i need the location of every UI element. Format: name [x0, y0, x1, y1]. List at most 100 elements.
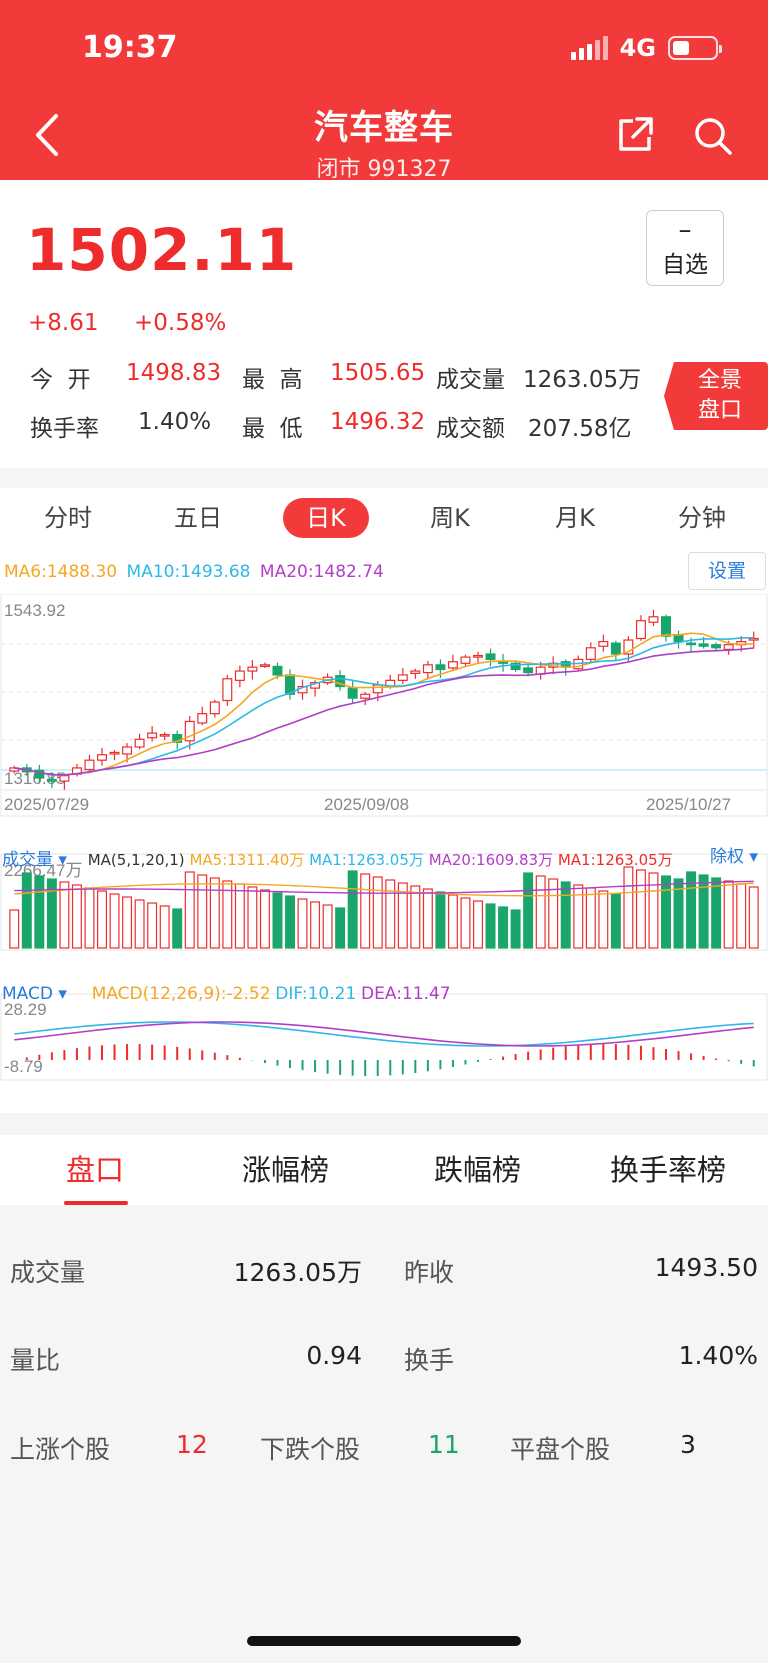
volume-bars [9, 866, 759, 949]
macd-indicator-select[interactable]: MACD ▾ [2, 984, 67, 1004]
volume-bar [259, 889, 270, 949]
date-start: 2025/07/29 [4, 795, 89, 814]
volume-bar [422, 888, 433, 949]
bottom-tabs: 盘口 涨幅榜 跌幅榜 换手率榜 [0, 1135, 768, 1205]
candle-body [46, 778, 57, 782]
page-title: 汽车整车 [314, 108, 454, 148]
kline-chart[interactable]: 1543.92 1316.85 2025/07/29 2025/09/08 20… [0, 594, 768, 1114]
stat-turnover-label: 换手 [404, 1346, 455, 1375]
macd-value: MACD(12,26,9):-2.52 [91, 984, 271, 1004]
candle-body [347, 687, 358, 699]
share-icon[interactable] [615, 115, 655, 155]
dif-line [14, 1021, 754, 1047]
candle-body [510, 662, 521, 671]
candle-body [259, 664, 270, 667]
candle-body [686, 642, 697, 646]
search-icon[interactable] [692, 115, 734, 157]
volume-bar [197, 874, 208, 949]
candle-body [422, 664, 433, 674]
tab-fenshi[interactable]: 分时 [44, 504, 92, 532]
ma6-label: MA6:1488.30 [4, 562, 118, 582]
open-label: 今 开 [30, 367, 91, 393]
candle-body [723, 644, 734, 650]
volume-bar [147, 902, 158, 949]
candle-body [172, 734, 183, 743]
open-value: 1498.83 [126, 360, 222, 386]
stat-vol-ratio-value: 0.94 [306, 1341, 362, 1370]
tab-zhangfu[interactable]: 涨幅榜 [242, 1153, 330, 1187]
status-time: 19:37 [82, 30, 178, 65]
period-tabs: 分时 五日 日K 周K 月K 分钟 [0, 488, 768, 550]
tab-diefu[interactable]: 跌幅榜 [434, 1153, 522, 1187]
chart-area: 分时 五日 日K 周K 月K 分钟 MA6:1488.30 MA10:1493.… [0, 488, 768, 1113]
macd-dif: DIF:10.21 [275, 984, 357, 1004]
price-change: +8.61 [28, 310, 99, 336]
high-label: 最 高 [242, 367, 303, 393]
candle-body [272, 665, 283, 676]
date-end: 2025/10/27 [646, 795, 731, 814]
volume-bar [397, 882, 408, 949]
volume-bar [623, 866, 634, 949]
macd-panel-frame [0, 993, 768, 1081]
adjust-select[interactable]: 除权 ▾ [710, 847, 758, 867]
volume-bar [635, 869, 646, 949]
volume-bar [598, 890, 609, 949]
tab-fenzhong[interactable]: 分钟 [678, 504, 726, 532]
tab-wuri[interactable]: 五日 [174, 504, 222, 532]
back-icon[interactable] [30, 110, 66, 160]
tab-huanshou[interactable]: 换手率榜 [610, 1153, 727, 1187]
volume-bar [473, 900, 483, 949]
quote-panel: 1502.11 +8.61 +0.58% 今 开 1498.83 最 高 150… [0, 180, 768, 468]
stat-prev-close-value: 1493.50 [654, 1253, 758, 1282]
volume-bar [97, 890, 107, 949]
volume-bar [9, 909, 20, 949]
volume-bar [21, 872, 32, 949]
volume-bar [46, 878, 57, 949]
volume-indicator-select[interactable]: 成交量 ▾ [2, 850, 67, 870]
panorama-line2: 盘口 [697, 398, 742, 423]
candle-body [222, 678, 233, 702]
volume-bar [498, 906, 509, 949]
volume-bar [34, 875, 45, 949]
tab-rik[interactable]: 日K [283, 498, 369, 538]
candle-body [397, 674, 408, 681]
volume-bar [184, 871, 195, 949]
volume-bar [748, 886, 759, 949]
candle-body [447, 661, 458, 669]
tab-zhouk[interactable]: 周K [430, 504, 470, 532]
volume-bar [560, 881, 571, 949]
candle-body [184, 720, 195, 742]
macd-top-label: 28.29 [4, 1000, 47, 1019]
status-indicators: 4G [570, 34, 722, 62]
volume-bar [585, 887, 596, 949]
volume-bar [673, 878, 684, 949]
volume-bar [736, 883, 747, 949]
volume-bar [686, 871, 697, 949]
candle-body [460, 656, 471, 664]
volume-bar [435, 891, 446, 949]
tab-pankou[interactable]: 盘口 [66, 1153, 125, 1187]
candle-body [197, 713, 208, 724]
panorama-button[interactable]: 全景 盘口 [664, 362, 768, 430]
macd-legend: MACD ▾ MACD(12,26,9):-2.52 DIF:10.21 DEA… [2, 984, 451, 1004]
amount-label: 成交额 [436, 416, 505, 442]
volume-bar [698, 874, 709, 949]
candle-body [134, 738, 145, 748]
ma10-label: MA10:1493.68 [126, 562, 251, 582]
tab-yuek[interactable]: 月K [555, 504, 595, 532]
stats-panel: 成交量 1263.05万 昨收 1493.50 量比 0.94 换手 1.40%… [0, 1205, 768, 1663]
candle-body [360, 693, 371, 699]
volume-value: 1263.05万 [523, 367, 642, 393]
stat-flat-label: 平盘个股 [510, 1435, 611, 1464]
volume-bar [535, 875, 546, 949]
settings-button[interactable]: 设置 [688, 552, 766, 590]
volume-bar [234, 883, 245, 949]
candle-body [473, 654, 483, 658]
stat-volume-label: 成交量 [10, 1258, 86, 1287]
add-watchlist-button[interactable]: – 自选 [646, 210, 724, 286]
candle-body [598, 640, 609, 647]
macd-dea: DEA:11.47 [361, 984, 451, 1004]
vol-ma5-line [14, 882, 754, 897]
volume-bar [310, 901, 321, 949]
